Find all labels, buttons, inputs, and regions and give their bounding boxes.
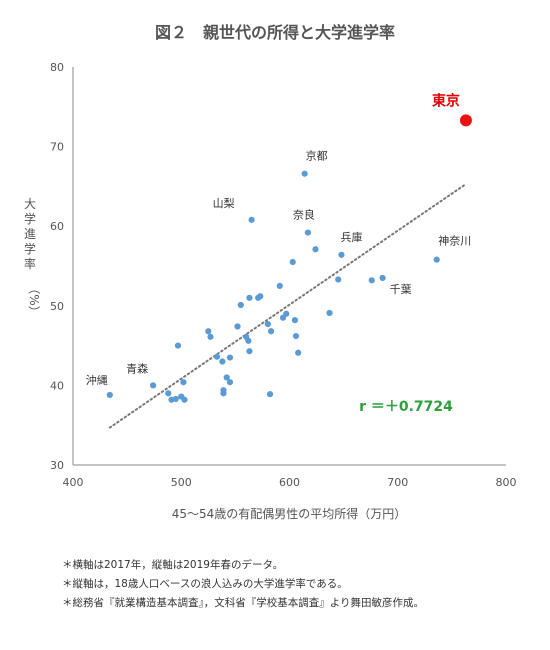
data-point xyxy=(433,256,440,263)
data-point xyxy=(276,282,283,289)
correlation-annotation: r ＝＋0.7724 xyxy=(359,399,453,415)
x-tick-label: 800 xyxy=(496,476,517,489)
data-point xyxy=(223,374,230,381)
data-point xyxy=(338,251,345,258)
data-point xyxy=(205,328,212,335)
data-point xyxy=(226,379,234,386)
data-point xyxy=(213,353,221,360)
data-point xyxy=(181,396,188,403)
x-tick-label: 500 xyxy=(171,476,192,489)
data-point xyxy=(106,391,113,399)
point-label: 沖縄 xyxy=(86,373,108,387)
data-point xyxy=(264,321,271,328)
y-axis-title-char: 学 xyxy=(24,241,36,256)
data-point xyxy=(267,328,275,335)
data-point xyxy=(379,274,386,282)
data-point xyxy=(180,379,187,386)
y-tick-label: 60 xyxy=(50,220,64,233)
data-point xyxy=(292,332,300,340)
point-label: 奈良 xyxy=(293,208,315,222)
point-label: 兵庫 xyxy=(340,230,362,244)
data-point xyxy=(304,229,312,236)
data-point xyxy=(150,382,157,389)
data-point xyxy=(234,323,241,330)
data-point xyxy=(368,277,375,284)
y-tick-labels: 30 40 50 60 70 80 xyxy=(50,61,64,472)
data-point xyxy=(172,395,179,403)
highlight-point-tokyo xyxy=(459,114,472,127)
y-tick-label: 70 xyxy=(50,141,64,154)
y-axis-title-char: 率 xyxy=(24,256,36,271)
point-label: 神奈川 xyxy=(438,234,471,248)
y-tick-label: 50 xyxy=(50,300,64,313)
data-point xyxy=(326,309,333,317)
y-axis-title: 大学進学率（%） xyxy=(24,197,41,318)
data-points xyxy=(106,170,440,403)
x-tick-label: 700 xyxy=(387,476,408,489)
x-tick-label: 400 xyxy=(63,476,84,489)
trendline xyxy=(108,183,467,429)
data-point xyxy=(335,276,342,283)
y-tick-label: 30 xyxy=(50,459,64,472)
data-point xyxy=(245,337,252,344)
x-tick-labels: 400 500 600 700 800 xyxy=(63,476,517,489)
data-point xyxy=(246,294,253,301)
highlight-label-tokyo: 東京 xyxy=(432,92,460,109)
point-label: 山梨 xyxy=(213,196,235,210)
data-point xyxy=(295,349,302,356)
data-point xyxy=(312,246,319,253)
x-axis-title: 45～54歳の有配偶男性の平均所得（万円） xyxy=(172,506,407,521)
data-point xyxy=(246,348,253,355)
data-point xyxy=(291,317,299,324)
data-point xyxy=(248,216,255,223)
y-axis-unit: （%） xyxy=(27,282,41,317)
data-point xyxy=(174,342,182,349)
y-tick-label: 40 xyxy=(50,379,64,392)
data-point xyxy=(226,354,234,361)
data-point xyxy=(207,333,214,340)
data-point xyxy=(289,258,296,266)
y-axis-title-char: 大 xyxy=(24,197,36,211)
y-tick-label: 80 xyxy=(50,61,64,74)
footnote: ＊縦軸は，18歳人口ベースの浪人込みの大学進学率である。 xyxy=(62,578,348,590)
chart-title: 図２ 親世代の所得と大学進学率 xyxy=(155,23,395,42)
point-label: 青森 xyxy=(126,361,148,375)
data-point xyxy=(266,391,274,398)
footnote: ＊横軸は2017年，縦軸は2019年春のデータ。 xyxy=(62,559,284,571)
data-point xyxy=(237,301,244,309)
y-axis-title-char: 進 xyxy=(24,227,36,241)
y-axis-title-char: 学 xyxy=(24,211,36,226)
data-point xyxy=(165,390,172,397)
data-point xyxy=(283,310,290,317)
data-point xyxy=(220,387,227,394)
point-label: 千葉 xyxy=(390,282,412,296)
footnote: ＊総務省『就業構造基本調査』，文科省『学校基本調査』より舞田敏彦作成。 xyxy=(62,597,425,609)
data-point xyxy=(257,293,264,300)
data-point xyxy=(301,170,308,177)
x-tick-label: 600 xyxy=(279,476,300,489)
axes xyxy=(72,67,506,466)
data-point xyxy=(219,358,226,365)
point-label: 京都 xyxy=(306,149,328,163)
footnotes: ＊横軸は2017年，縦軸は2019年春のデータ。 ＊縦軸は，18歳人口ベースの浪… xyxy=(62,556,424,613)
